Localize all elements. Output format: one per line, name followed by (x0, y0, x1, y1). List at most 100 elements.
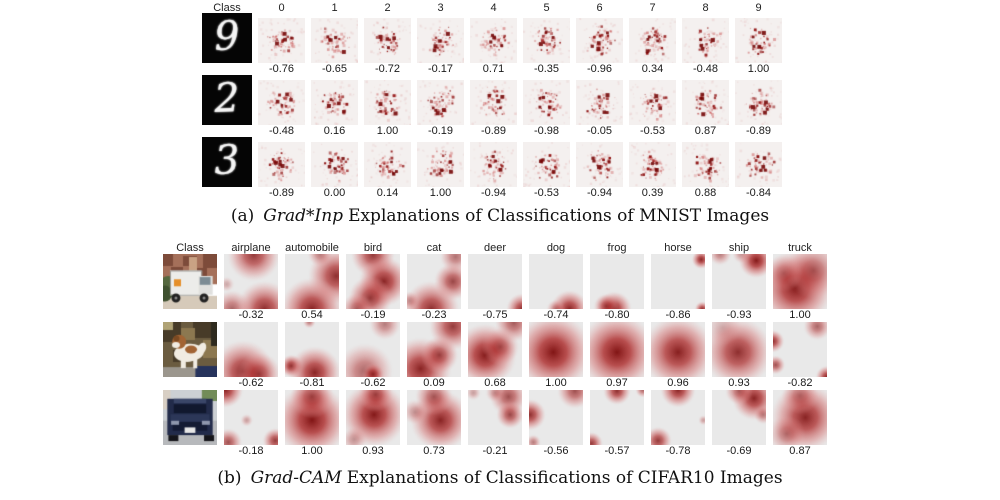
explanation-heatmap (576, 18, 623, 63)
explanation-heatmap (773, 322, 827, 377)
heatmap-cell: 0.73 (407, 390, 461, 458)
heatmap-cell: 0.93 (346, 390, 400, 458)
heatmap-cell: -0.53 (629, 80, 676, 138)
heatmap-cell: 0.34 (629, 18, 676, 76)
column-header-label-truck: truck (788, 242, 812, 254)
column-header-label-bird: bird (363, 242, 383, 254)
heatmap-cell: 1.00 (529, 322, 583, 390)
relevance-score: -0.62 (238, 377, 264, 389)
explanation-heatmap (590, 254, 644, 309)
column-header-label-airplane: airplane (231, 242, 271, 254)
caption-a-text: Explanations of Classifications of MNIST… (348, 206, 770, 226)
relevance-score: -0.84 (745, 187, 772, 199)
caption-panel-b: (b) Grad-CAM Explanations of Classificatio… (0, 468, 1000, 488)
caption-a-index: (a) (230, 206, 255, 226)
explanation-heatmap (417, 18, 464, 63)
heatmap-cell: -0.21 (468, 390, 522, 458)
explanation-heatmap (285, 390, 339, 445)
explanation-row: -0.18 1.00 0.93 0.73 -0.21 -0.56 -0.57 -0.78 -0.… (163, 390, 827, 458)
explanation-heatmap (417, 142, 464, 187)
relevance-score: -0.62 (360, 377, 386, 389)
relevance-score: 1.00 (376, 125, 399, 137)
explanation-heatmap (629, 80, 676, 125)
explanation-heatmap (529, 390, 583, 445)
heatmap-cell: 0.96 (651, 322, 705, 390)
relevance-score: -0.81 (299, 377, 325, 389)
explanation-heatmap (523, 18, 570, 63)
heatmap-cell: -0.93 (712, 254, 766, 322)
heatmap-cell: -0.56 (529, 390, 583, 458)
column-header-label-5: 5 (543, 2, 550, 14)
relevance-score: 1.00 (301, 445, 323, 457)
heatmap-cell: -0.57 (590, 390, 644, 458)
heatmap-cell: -0.53 (523, 142, 570, 200)
relevance-score: 0.87 (694, 125, 717, 137)
explanation-heatmap (682, 80, 729, 125)
heatmap-cell: -0.98 (523, 80, 570, 138)
caption-b-method-name: Grad-CAM (250, 468, 342, 488)
input-image-cell (163, 390, 217, 445)
column-header-label-3: 3 (437, 2, 444, 14)
explanation-heatmap (364, 142, 411, 187)
relevance-score: -0.69 (726, 445, 752, 457)
explanation-heatmap (364, 80, 411, 125)
explanation-heatmap (364, 18, 411, 63)
relevance-score: 0.71 (482, 63, 505, 75)
explanation-heatmap (629, 142, 676, 187)
column-header-label-4: 4 (490, 2, 497, 14)
explanation-heatmap (346, 390, 400, 445)
heatmap-cell: 1.00 (735, 18, 782, 76)
heatmap-cell: 0.71 (470, 18, 517, 76)
relevance-score: 1.00 (545, 377, 567, 389)
explanation-heatmap (735, 18, 782, 63)
explanation-heatmap (470, 18, 517, 63)
relevance-score: -0.48 (692, 63, 719, 75)
heatmap-cell: -0.75 (468, 254, 522, 322)
explanation-row: -0.89 0.00 0.14 1.00 -0.94 -0.53 -0.94 0.39 0.88… (202, 137, 782, 200)
explanation-heatmap (682, 18, 729, 63)
heatmap-cell: -0.74 (529, 254, 583, 322)
heatmap-cell: -0.48 (258, 80, 305, 138)
explanation-heatmap (346, 254, 400, 309)
explanation-heatmap (470, 142, 517, 187)
input-image-cell (163, 254, 217, 309)
relevance-score: -0.94 (480, 187, 507, 199)
panel-a-mnist-table: Class 0 1 2 3 4 5 6 7 8 9 -0.76 -0.65 -0.72 -0.17 0.71-… (202, 0, 782, 200)
explanation-heatmap (629, 18, 676, 63)
relevance-score: -0.89 (268, 187, 295, 199)
relevance-score: -0.76 (268, 63, 295, 75)
relevance-score: 0.14 (376, 187, 399, 199)
relevance-score: 0.97 (606, 377, 628, 389)
column-header-label-deer: deer (483, 242, 507, 254)
relevance-score: -0.57 (604, 445, 630, 457)
class-header-label: Class (213, 2, 241, 14)
heatmap-cell: -0.89 (258, 142, 305, 200)
relevance-score: 1.00 (789, 309, 811, 321)
input-image-cell (163, 322, 217, 377)
explanation-heatmap (590, 322, 644, 377)
explanation-heatmap (224, 322, 278, 377)
explanation-heatmap (224, 390, 278, 445)
heatmap-cell: 0.87 (682, 80, 729, 138)
relevance-score: 0.88 (694, 187, 717, 199)
heatmap-cell: -0.78 (651, 390, 705, 458)
panel-b-cifar10-table: Class airplane automobile bird cat deer dog fro… (163, 240, 827, 458)
column-header-row: Class 0 1 2 3 4 5 6 7 8 9 (202, 0, 782, 14)
explanation-heatmap (224, 254, 278, 309)
heatmap-cell: -0.69 (712, 390, 766, 458)
explanation-heatmap (735, 142, 782, 187)
relevance-score: -0.21 (482, 445, 508, 457)
heatmap-cell: -0.84 (735, 142, 782, 200)
explanation-heatmap (576, 142, 623, 187)
relevance-score: -0.19 (360, 309, 386, 321)
relevance-score: -0.93 (726, 309, 752, 321)
input-image-cell (202, 137, 252, 187)
relevance-score: -0.89 (745, 125, 772, 137)
relevance-score: 0.96 (667, 377, 689, 389)
explanation-row: -0.76 -0.65 -0.72 -0.17 0.71 -0.35 -0.96 0.34 -0… (202, 13, 782, 76)
caption-a-method-name: Grad*Inp (263, 206, 344, 226)
heatmap-cell: 0.16 (311, 80, 358, 138)
mnist-digit-9-image (202, 13, 252, 63)
explanation-heatmap (468, 254, 522, 309)
relevance-score: -0.53 (639, 125, 666, 137)
